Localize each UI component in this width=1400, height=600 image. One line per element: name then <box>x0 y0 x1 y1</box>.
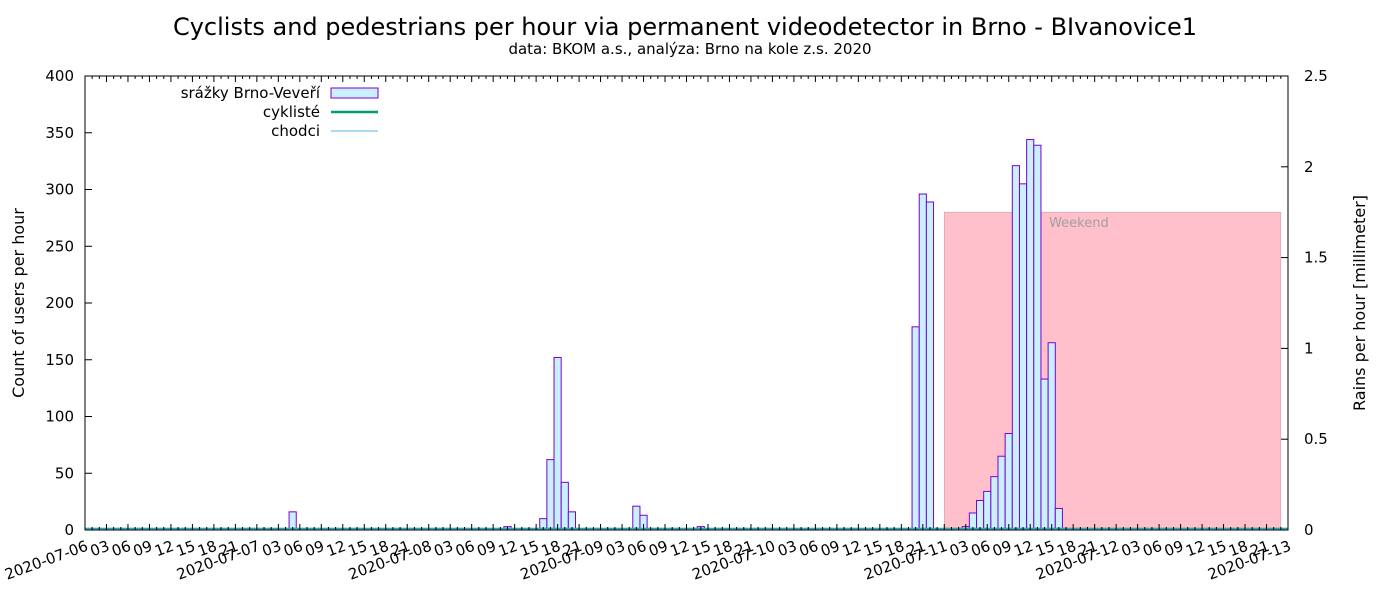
weekend-label: Weekend <box>1049 216 1109 231</box>
x-hour-label: 15 <box>346 537 370 560</box>
x-hour-label: 12 <box>668 537 692 560</box>
rain-bar <box>1047 342 1056 531</box>
x-hour-label: 03 <box>947 537 971 560</box>
y-tick-label: 150 <box>45 351 74 369</box>
rain-bars <box>288 139 1063 531</box>
x-hour-label: 21 <box>732 537 756 560</box>
chart-title: Cyclists and pedestrians per hour via pe… <box>173 13 1197 41</box>
rain-bar <box>990 476 999 531</box>
x-hour-label: 15 <box>861 537 885 560</box>
x-hour-label: 03 <box>603 537 627 560</box>
chart-subtitle: data: BKOM a.s., analýza: Brno na kole z… <box>508 40 871 58</box>
y2-tick-label: 2.5 <box>1304 67 1328 85</box>
y2-tick-label: 2 <box>1304 158 1314 176</box>
rain-bar <box>1026 139 1035 531</box>
x-hour-label: 21 <box>1248 537 1272 560</box>
rain-bar <box>925 201 935 531</box>
rain-bar <box>997 455 1006 531</box>
x-hour-label: 18 <box>367 537 391 560</box>
x-hour-label: 21 <box>560 537 584 560</box>
rain-bar <box>560 481 569 531</box>
x-hour-label: 03 <box>260 537 284 560</box>
y-tick-label: 0 <box>64 521 74 539</box>
x-hour-label: 03 <box>88 537 112 560</box>
y-tick-label: 100 <box>45 408 74 426</box>
y-tick-label: 300 <box>45 181 74 199</box>
x-hour-label: 09 <box>474 537 498 560</box>
y2-tick-label: 1 <box>1304 339 1314 357</box>
y-tick-label: 350 <box>45 124 74 142</box>
x-hour-label: 03 <box>1119 537 1143 560</box>
y-axis-right: 0 0.5 1 1.5 2 2.5 <box>1281 67 1328 539</box>
x-date-label: 2020-07-06 <box>2 537 90 584</box>
rain-bar <box>632 505 641 531</box>
y2-tick-label: 0.5 <box>1304 430 1328 448</box>
y-tick-label: 200 <box>45 294 74 312</box>
rain-bar <box>546 459 555 531</box>
x-hour-label: 15 <box>174 537 198 560</box>
rain-bar <box>1040 378 1049 531</box>
x-hour-label: 09 <box>131 537 155 560</box>
x-hour-label: 15 <box>1033 537 1057 560</box>
x-hour-label: 18 <box>1054 537 1078 560</box>
x-hour-label: 21 <box>904 537 928 560</box>
y-axis-left: 0 50 100 150 200 250 300 350 400 <box>45 67 92 539</box>
x-hour-label: 15 <box>689 537 713 560</box>
x-hour-label: 12 <box>840 537 864 560</box>
rain-bar <box>553 356 562 531</box>
x-hour-label: 21 <box>388 537 412 560</box>
x-hour-label: 03 <box>775 537 799 560</box>
x-hour-label: 09 <box>1162 537 1186 560</box>
rain-bar <box>1054 507 1063 531</box>
x-hour-label: 06 <box>625 537 649 560</box>
y2-tick-label: 1.5 <box>1304 249 1328 267</box>
x-hour-label: 12 <box>1183 537 1207 560</box>
x-hour-label: 03 <box>431 537 455 560</box>
x-hour-label: 06 <box>453 537 477 560</box>
y-tick-label: 50 <box>55 464 74 482</box>
rain-bar <box>918 193 927 531</box>
x-hour-label: 21 <box>1076 537 1100 560</box>
rain-bar <box>911 326 920 531</box>
legend-label: cyklisté <box>263 103 320 121</box>
y2-tick-label: 0 <box>1304 521 1314 539</box>
x-hour-label: 12 <box>152 537 176 560</box>
x-hour-label: 12 <box>496 537 520 560</box>
x-hour-label: 15 <box>517 537 541 560</box>
rain-bar <box>1033 144 1042 531</box>
x-hour-label: 09 <box>990 537 1014 560</box>
y-tick-label: 400 <box>45 67 74 85</box>
y2-axis-label: Rains per hour [millimeter] <box>1350 195 1369 411</box>
x-hour-label: 18 <box>883 537 907 560</box>
x-hour-label: 06 <box>281 537 305 560</box>
x-hour-label: 21 <box>217 537 241 560</box>
x-hour-label: 06 <box>969 537 993 560</box>
x-hour-label: 12 <box>1011 537 1035 560</box>
y-tick-label: 250 <box>45 237 74 255</box>
x-hour-label: 06 <box>109 537 133 560</box>
x-hour-label: 15 <box>1205 537 1229 560</box>
x-hour-label: 09 <box>646 537 670 560</box>
x-hour-label: 18 <box>539 537 563 560</box>
rain-bar <box>976 499 985 531</box>
rain-bar <box>1011 165 1020 531</box>
x-hour-label: 12 <box>324 537 348 560</box>
x-hour-label: 18 <box>195 537 219 560</box>
rain-bar <box>1004 433 1013 531</box>
rain-bar <box>1018 183 1028 531</box>
x-hour-label: 06 <box>1140 537 1164 560</box>
legend-swatch-rain <box>330 87 379 99</box>
x-hour-label: 09 <box>818 537 842 560</box>
legend-label: srážky Brno-Veveří <box>181 84 321 102</box>
y-axis-label: Count of users per hour <box>9 208 28 398</box>
legend-label: chodci <box>271 122 320 140</box>
x-hour-label: 06 <box>797 537 821 560</box>
x-hour-label: 09 <box>303 537 327 560</box>
x-hour-label: 18 <box>1226 537 1250 560</box>
x-hour-label: 18 <box>711 537 735 560</box>
